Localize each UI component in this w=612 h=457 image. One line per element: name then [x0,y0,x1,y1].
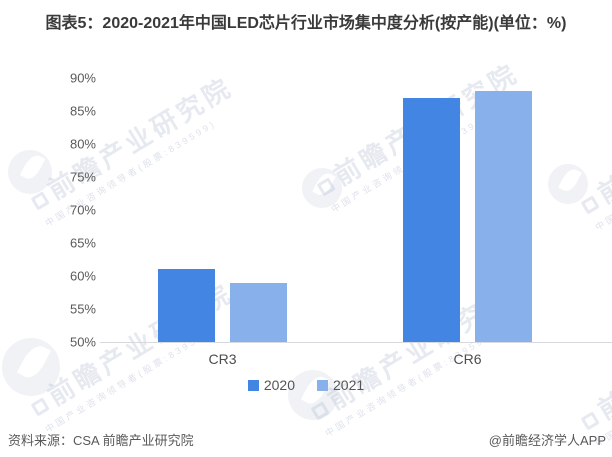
legend-item-2020[interactable]: 2020 [247,377,295,393]
legend-item-2021[interactable]: 2021 [317,377,364,393]
chart-title: 图表5：2020-2021年中国LED芯片行业市场集中度分析(按产能)(单位：%… [45,15,567,32]
x-axis-label-CR3: CR3 [208,351,237,367]
legend-swatch-icon [247,379,259,391]
bar-2020-CR6 [403,97,460,342]
legend-label: 2020 [263,377,295,393]
y-axis-tick-label: 65% [69,235,96,251]
bar-2021-CR3 [230,282,287,342]
legend-swatch-icon [317,379,328,391]
x-axis-label-CR6: CR6 [453,351,482,367]
y-axis-tick-label: 90% [69,70,96,86]
chart-legend: 2020 2021 [0,377,612,393]
y-axis-tick-label: 55% [69,301,96,317]
legend-label: 2021 [333,377,365,393]
y-axis-tick-label: 50% [69,334,96,350]
y-axis-tick-label: 70% [69,202,96,218]
bar-2020-CR3 [158,269,215,342]
y-axis-tick-label: 60% [69,268,96,284]
footer-credit-text: @前瞻经济学人APP [488,433,606,448]
bar-2021-CR6 [475,91,532,342]
footer-source-text: 资料来源：CSA 前瞻产业研究院 [8,433,194,448]
x-axis-line [100,342,612,343]
y-axis-tick-label: 80% [69,136,96,152]
y-axis-tick-label: 85% [69,103,96,119]
y-axis-tick-label: 75% [69,169,96,185]
